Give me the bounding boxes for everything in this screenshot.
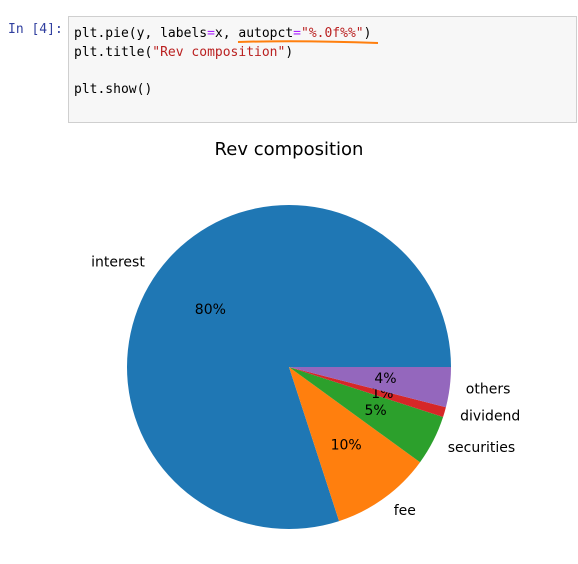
code-token: "%.0f%%" [301, 26, 364, 41]
code-token: plt.title( [74, 44, 153, 60]
code-cell[interactable]: plt.pie(y, labels=x, autopct="%.0f%%") pl… [68, 16, 577, 123]
code-line: plt.pie(y, labels=x, autopct="%.0f%%") [74, 25, 576, 44]
code-token: = [207, 26, 215, 41]
pie-slice [289, 367, 451, 408]
slice-label: securities [448, 440, 515, 456]
pct-label: 80% [195, 302, 226, 318]
slice-label: fee [394, 503, 416, 519]
pct-label: 4% [374, 371, 396, 387]
code-line: plt.title("Rev composition") [74, 44, 576, 63]
code-token: = [293, 26, 301, 41]
code-token: plt.show() [74, 81, 153, 97]
code-line [74, 62, 576, 81]
code-line: plt.show() [74, 81, 576, 100]
pie-slice [289, 367, 421, 522]
code-token: x, autopct [214, 26, 294, 41]
code-token: plt.pie(y, labels [74, 26, 208, 41]
pie-slice [127, 205, 452, 530]
cell-prompt: In [4]: [8, 22, 63, 37]
slice-label: interest [91, 254, 145, 270]
slice-label: others [466, 381, 511, 397]
pie-slice [289, 367, 446, 418]
underline [237, 40, 379, 44]
code-token: "Rev composition" [152, 44, 286, 60]
annotation [237, 40, 379, 44]
pct-label: 5% [364, 403, 386, 419]
pct-label: 10% [331, 438, 362, 454]
pie-slice [289, 367, 444, 463]
chart: Rev composition interest 80% fee 10% securit… [91, 139, 520, 530]
slice-label: dividend [460, 409, 520, 425]
code-token: ) [363, 26, 372, 41]
code-token: ) [285, 44, 294, 60]
chart-title: Rev composition [215, 139, 364, 160]
